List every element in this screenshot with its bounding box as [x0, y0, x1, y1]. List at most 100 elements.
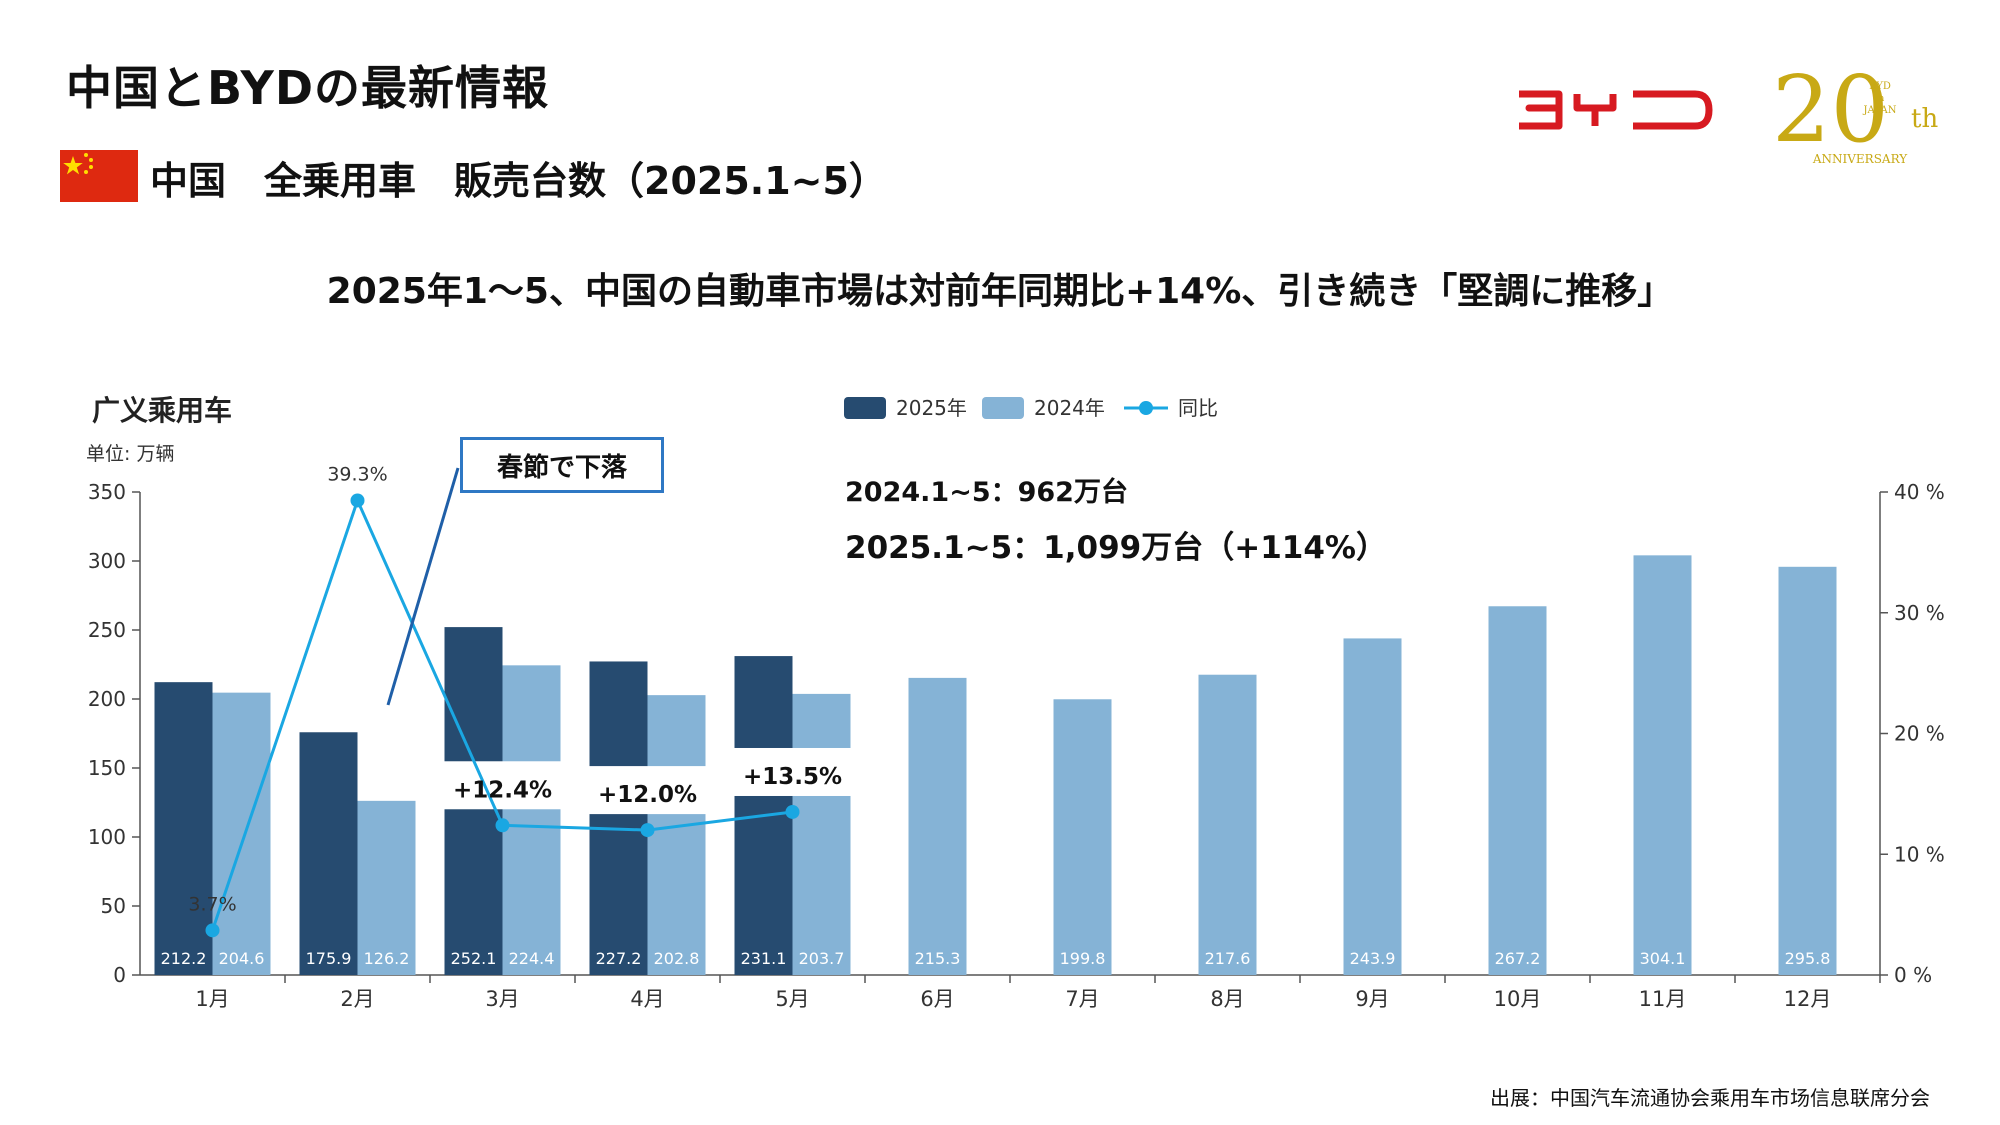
anniversary-suffix: th — [1911, 104, 1938, 134]
x-tick-label: 7月 — [1065, 987, 1099, 1011]
x-tick-label: 2月 — [340, 987, 374, 1011]
note-2024-total: 2024.1~5：962万台 — [845, 477, 1128, 508]
chart-title: 广义乘用车 — [92, 394, 232, 427]
bar-2024 — [357, 800, 416, 975]
yoy-point — [640, 823, 655, 838]
section-subtitle: 中国 全乗用車 販売台数（2025.1~5） — [150, 159, 887, 203]
y2-tick-label: 20 % — [1894, 722, 1945, 746]
data-label-2025: 175.9 — [306, 949, 352, 968]
x-tick-label: 11月 — [1639, 987, 1687, 1011]
bar-2025 — [589, 661, 648, 975]
line-label-backdrop — [426, 761, 579, 810]
line-label-backdrop — [716, 747, 869, 796]
chart-legend: 2025年 2024年 同比 — [844, 396, 1218, 420]
legend-label-2025: 2025年 — [896, 396, 967, 420]
china-flag-icon — [60, 150, 138, 202]
chart-line: 3.7% 39.3% +12.4% +12.0% +13.5% — [188, 463, 869, 938]
data-label-2024: 243.9 — [1350, 949, 1396, 968]
anniversary-number: 20 — [1772, 56, 1889, 163]
svg-text:BYD: BYD — [1869, 81, 1891, 92]
data-label-2024: 199.8 — [1060, 949, 1106, 968]
bar-2024 — [647, 695, 706, 975]
bar-2024 — [908, 677, 967, 975]
x-tick-label: 5月 — [775, 987, 809, 1011]
x-tick-label: 3月 — [485, 987, 519, 1011]
data-label-2025: 212.2 — [161, 949, 207, 968]
bar-2024 — [1488, 606, 1547, 975]
bar-2024 — [502, 665, 561, 975]
legend-swatch-2025 — [844, 397, 886, 419]
legend-label-yoy: 同比 — [1178, 396, 1218, 420]
x-tick-label: 9月 — [1355, 987, 1389, 1011]
x-tick-label: 12月 — [1784, 987, 1832, 1011]
callout-pointer — [386, 467, 460, 706]
data-label-2024: 267.2 — [1495, 949, 1541, 968]
yoy-point — [785, 804, 800, 819]
data-label-2024: 224.4 — [509, 949, 555, 968]
data-label-2025: 227.2 — [596, 949, 642, 968]
y-tick-label: 350 — [88, 480, 126, 504]
legend-label-2024: 2024年 — [1034, 396, 1105, 420]
chart-axes: 0 50 100 150 200 250 300 350 0 % 10 % 20 % 30 % 40 %… — [88, 480, 1945, 1011]
svg-text:ANNIVERSARY: ANNIVERSARY — [1812, 152, 1908, 166]
y-tick-label: 300 — [88, 549, 126, 573]
note-2025-total: 2025.1~5：1,099万台（+114%） — [845, 530, 1387, 566]
bar-2024 — [212, 692, 271, 975]
x-tick-label: 1月 — [195, 987, 229, 1011]
line-data-label: 39.3% — [327, 463, 387, 485]
line-data-label: +12.4% — [453, 777, 552, 803]
line-label-backdrop — [571, 766, 724, 815]
y2-tick-label: 0 % — [1894, 963, 1932, 987]
anniversary-logo: 20 th BYD in JAPAN ANNIVERSARY — [1770, 55, 1950, 170]
data-label-2025: 231.1 — [741, 949, 787, 968]
headline: 2025年1～5、中国の自動車市場は対前年同期比+14%、引き続き「堅調に推移」 — [326, 271, 1674, 312]
y-tick-label: 50 — [101, 894, 126, 918]
bar-2024 — [1343, 638, 1402, 975]
line-data-label: 3.7% — [188, 893, 236, 915]
y-tick-label: 100 — [88, 825, 126, 849]
bar-2025 — [154, 682, 213, 975]
x-tick-label: 6月 — [920, 987, 954, 1011]
data-label-2024: 217.6 — [1205, 949, 1251, 968]
y-tick-label: 150 — [88, 756, 126, 780]
data-label-2025: 252.1 — [451, 949, 497, 968]
legend-swatch-2024 — [982, 397, 1024, 419]
y-tick-label: 0 — [113, 963, 126, 987]
y2-tick-label: 10 % — [1894, 842, 1945, 866]
bar-2024 — [1778, 566, 1837, 975]
bar-2024 — [792, 693, 851, 975]
svg-text:JAPAN: JAPAN — [1862, 105, 1896, 116]
slide-title: 中国とBYDの最新情報 — [66, 61, 550, 115]
yoy-point — [495, 818, 510, 833]
y2-tick-label: 30 % — [1894, 601, 1945, 625]
unit-label: 单位: 万辆 — [86, 443, 174, 465]
x-tick-label: 4月 — [630, 987, 664, 1011]
data-label-2024: 304.1 — [1640, 949, 1686, 968]
x-tick-label: 8月 — [1210, 987, 1244, 1011]
legend-marker-yoy — [1139, 401, 1153, 415]
bar-2025 — [299, 732, 358, 975]
line-data-label: +13.5% — [743, 764, 842, 790]
yoy-point — [350, 493, 365, 508]
chart-bars: 212.2 204.6 175.9 126.2 252.1 224.4 227.2 202.8… — [154, 555, 1837, 975]
bar-2024 — [1633, 555, 1692, 975]
data-label-2024: 204.6 — [219, 949, 265, 968]
bar-2024 — [1198, 674, 1257, 975]
source-note: 出展：中国汽车流通协会乘用车市场信息联席分会 — [1490, 1086, 1930, 1110]
x-tick-label: 10月 — [1494, 987, 1542, 1011]
y-tick-label: 200 — [88, 687, 126, 711]
data-label-2024: 295.8 — [1785, 949, 1831, 968]
byd-logo — [1515, 88, 1715, 132]
callout-box: 春節で下落 — [460, 437, 664, 493]
svg-text:in: in — [1876, 94, 1885, 104]
data-label-2024: 202.8 — [654, 949, 700, 968]
yoy-point — [205, 923, 220, 938]
y-tick-label: 250 — [88, 618, 126, 642]
line-data-label: +12.0% — [598, 782, 697, 808]
y2-tick-label: 40 % — [1894, 480, 1945, 504]
data-label-2024: 203.7 — [799, 949, 845, 968]
data-label-2024: 215.3 — [915, 949, 961, 968]
data-label-2024: 126.2 — [364, 949, 410, 968]
bar-2024 — [1053, 699, 1112, 975]
